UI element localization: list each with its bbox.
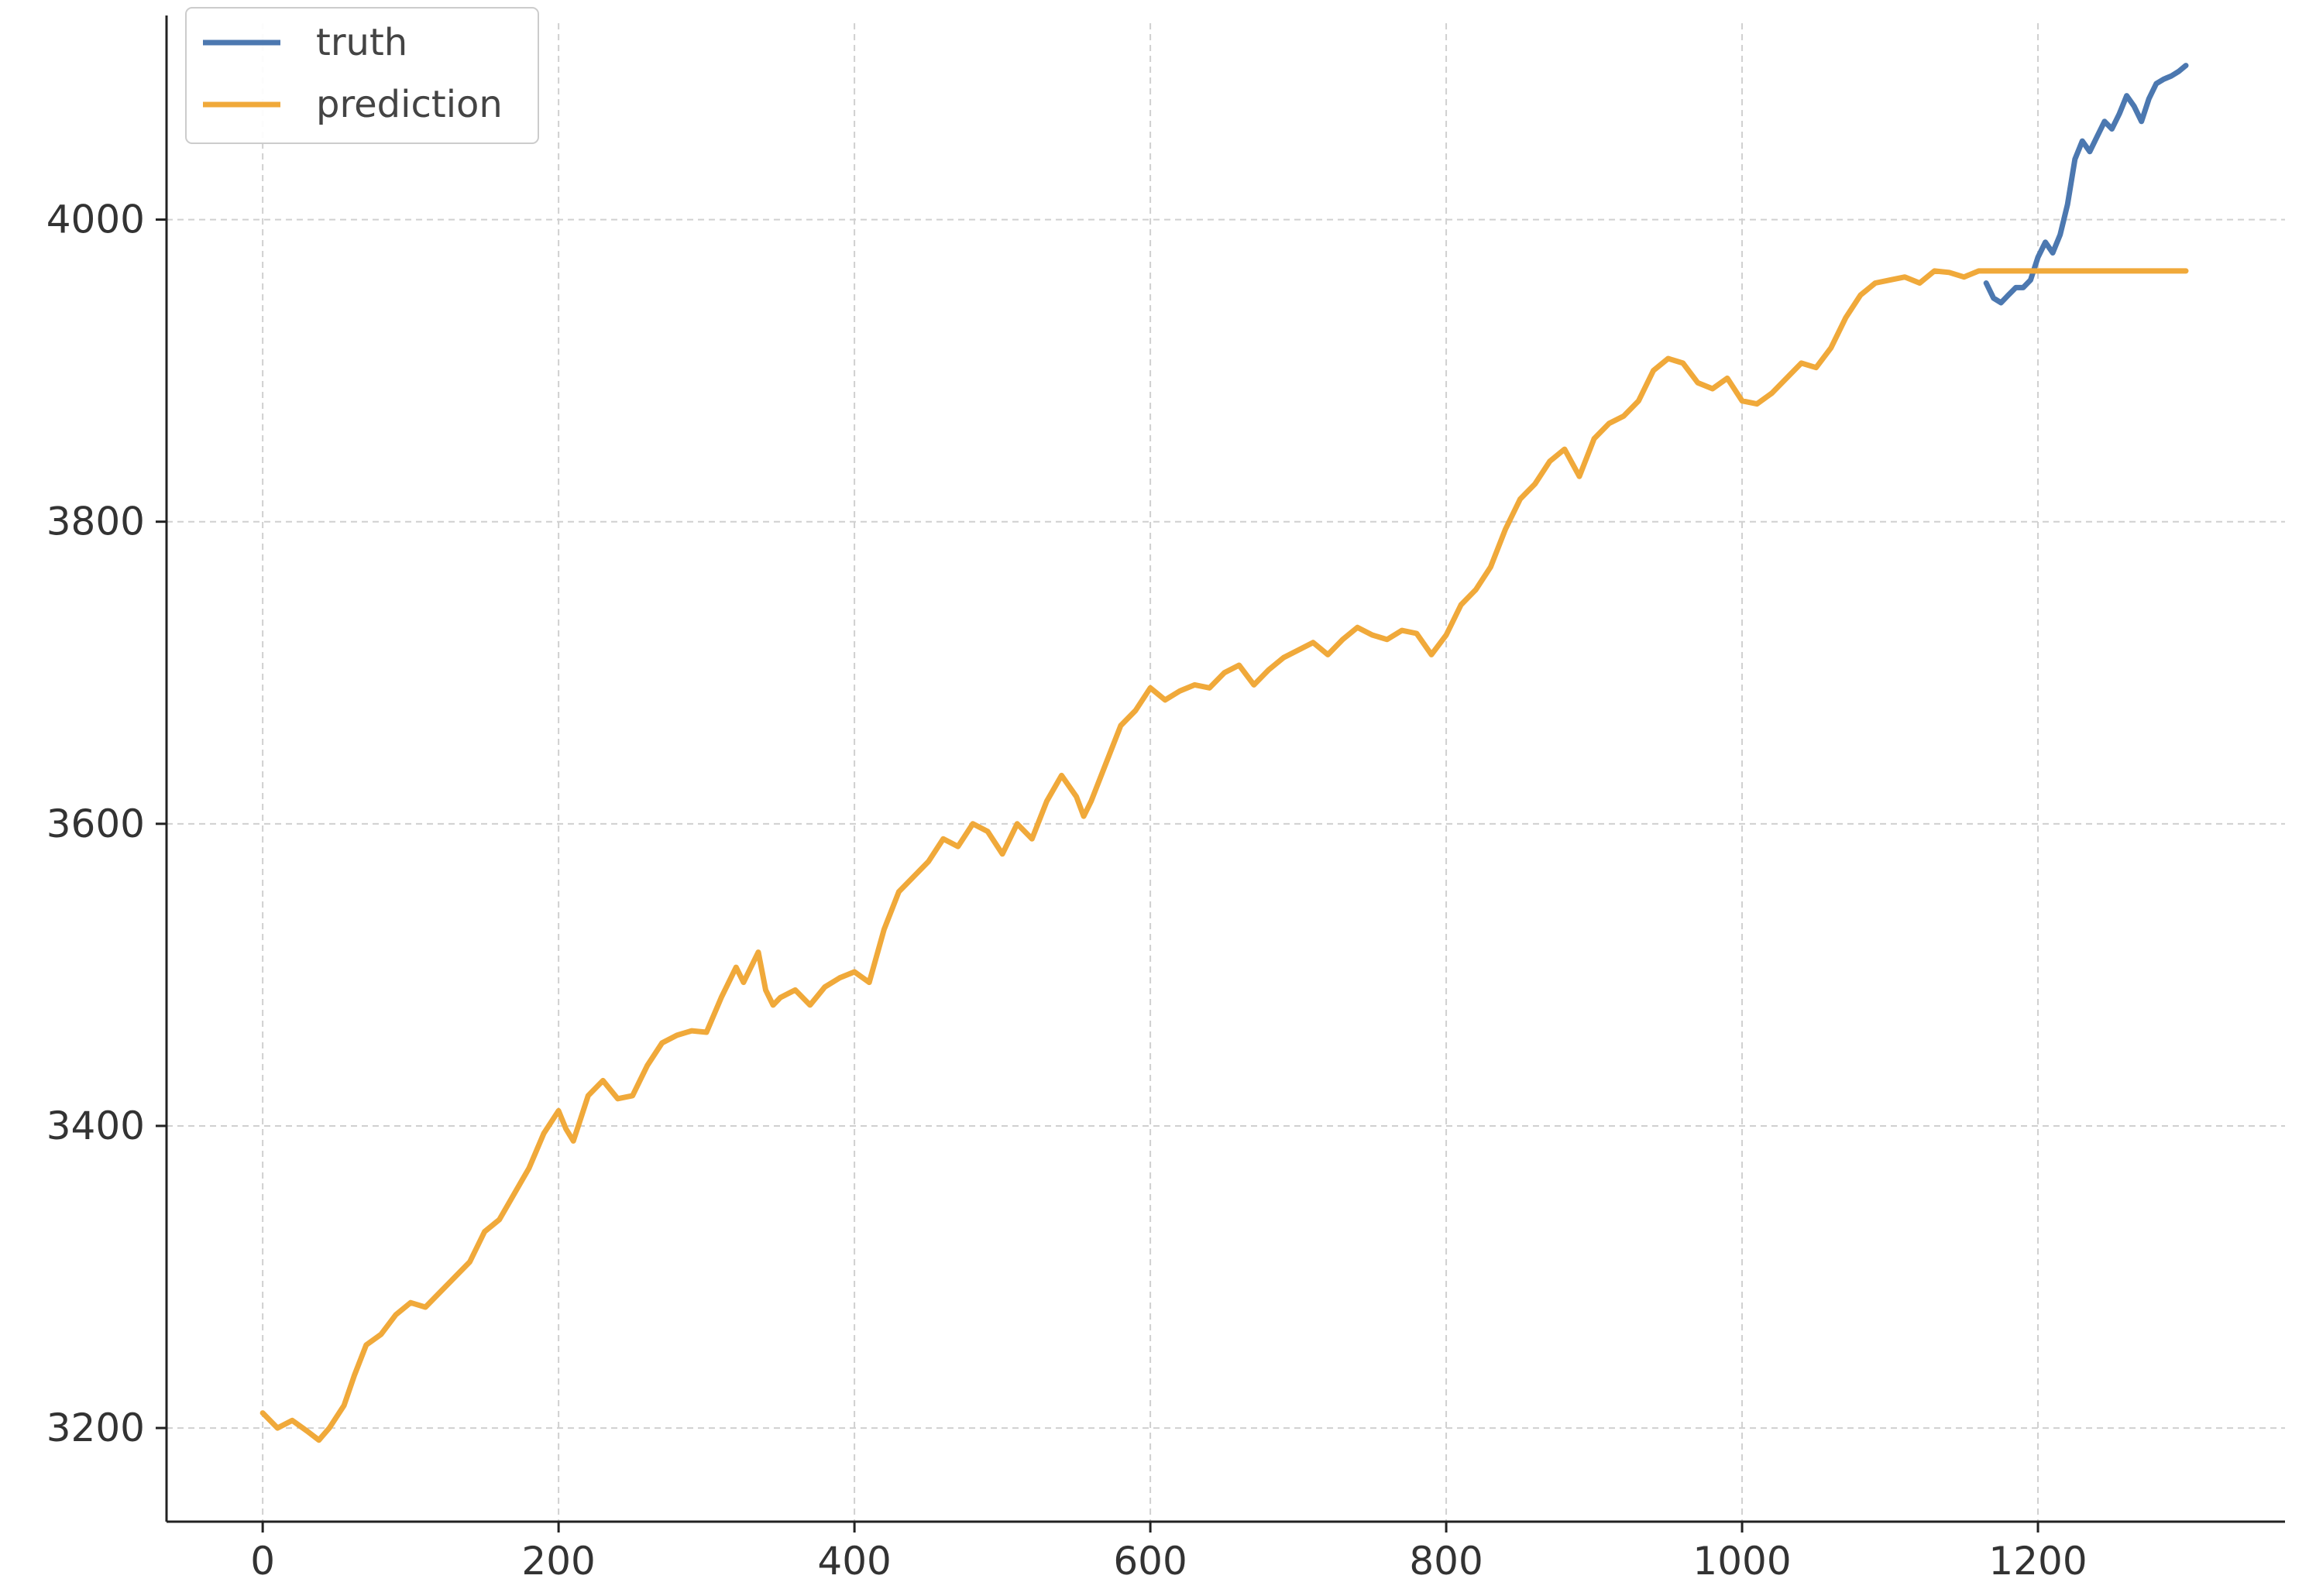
series-line-prediction — [259, 268, 2189, 1443]
legend-label-truth: truth — [316, 21, 407, 64]
x-tick-label: 600 — [1113, 1539, 1187, 1584]
x-tick-label: 400 — [817, 1539, 891, 1584]
x-tick-label: 200 — [521, 1539, 595, 1584]
y-tick-label: 4000 — [46, 197, 145, 242]
y-tick-label: 3200 — [46, 1406, 145, 1450]
x-tick-label: 1200 — [1988, 1539, 2087, 1584]
y-tick-label: 3800 — [46, 499, 145, 544]
axes: 0 200 400 600 800 1000 1200 3200 3400 3600 3800 400… — [46, 15, 2285, 1584]
y-tick-label: 3600 — [46, 801, 145, 846]
x-tick-label: 800 — [1409, 1539, 1483, 1584]
y-tick-label: 3400 — [46, 1103, 145, 1148]
x-tick-label: 0 — [250, 1539, 275, 1584]
legend-label-prediction: prediction — [316, 83, 503, 126]
series-line-truth — [1983, 63, 2189, 306]
legend: truth prediction — [185, 7, 539, 144]
x-tick-label: 1000 — [1692, 1539, 1791, 1584]
series-lines — [259, 63, 2189, 1443]
